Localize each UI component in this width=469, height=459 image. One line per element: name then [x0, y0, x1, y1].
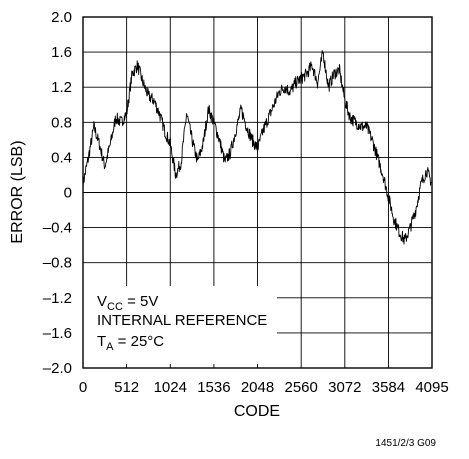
y-tick-label: –0.4 [43, 220, 72, 237]
x-tick-label: 1024 [154, 379, 187, 396]
annotation-line1-rest: = 5V [123, 293, 158, 310]
y-tick-label: 0.4 [51, 149, 72, 166]
x-tick-label: 0 [79, 379, 87, 396]
x-tick-label: 512 [114, 379, 139, 396]
x-tick-label: 2048 [241, 379, 274, 396]
annotation-line3-sub: A [106, 341, 114, 353]
y-tick-label: 2.0 [51, 9, 72, 26]
y-tick-label: –1.2 [43, 290, 72, 307]
annotation-line3: TA = 25°C [97, 333, 164, 353]
x-tick-label: 4095 [415, 379, 448, 396]
annotation-line1-main: V [97, 293, 107, 310]
x-tick-label: 2560 [284, 379, 317, 396]
y-tick-label: 0 [64, 185, 72, 202]
x-tick-label: 1536 [197, 379, 230, 396]
series-layer [82, 50, 433, 245]
y-tick-label: –0.8 [43, 255, 72, 272]
x-tick-label: 3584 [372, 379, 405, 396]
y-tick-label: –2.0 [43, 360, 72, 377]
annotation-line1: VCC = 5V [97, 293, 158, 313]
series-line [82, 50, 433, 245]
x-axis-label: CODE [234, 403, 280, 420]
annotation-line3-main: T [97, 333, 106, 350]
plot-frame [82, 16, 433, 369]
annotation-line1-sub: CC [107, 301, 123, 313]
y-tick-labels: 2.0 1.6 1.2 0.8 0.4 0 –0.4 –0.8 –1.2 –1.6 –2.0 [43, 9, 72, 377]
y-tick-label: –1.6 [43, 325, 72, 342]
figure-code: 1451/2/3 G09 [375, 438, 436, 449]
y-tick-label: 0.8 [51, 114, 72, 131]
annotation-line2: INTERNAL REFERENCE [97, 312, 267, 329]
annotation-background [83, 286, 277, 364]
y-tick-label: 1.2 [51, 79, 72, 96]
y-tick-label: 1.6 [51, 44, 72, 61]
annotation-line3-rest: = 25°C [114, 333, 165, 350]
x-tick-label: 3072 [328, 379, 361, 396]
y-axis-label: ERROR (LSB) [9, 140, 26, 243]
x-tick-labels: 0 512 1024 1536 2048 2560 3072 3584 4095 [79, 379, 449, 396]
